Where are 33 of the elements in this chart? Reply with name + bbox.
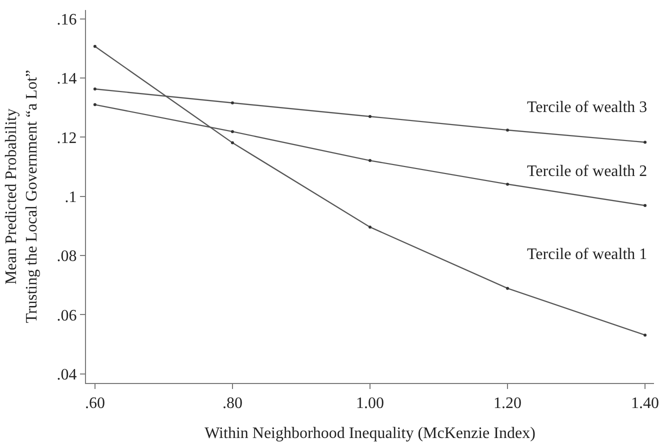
y-tick-label: .04 <box>56 366 77 384</box>
point <box>506 286 510 290</box>
y-tick-label: .12 <box>56 130 77 147</box>
x-tick-label: .80 <box>222 395 242 412</box>
point <box>93 103 96 106</box>
y-axis-title: Mean Predicted Probability Trusting the Local Government “a Lot” <box>2 70 41 324</box>
x-tick-label: .60 <box>84 395 105 412</box>
y-tick-label: .16 <box>56 11 77 28</box>
line-series <box>93 44 647 337</box>
point <box>368 226 372 229</box>
x-tick-label: 1.40 <box>631 395 660 412</box>
point <box>644 140 647 144</box>
y-tick-label: .08 <box>56 248 77 266</box>
point <box>93 87 96 90</box>
y-tick-label: .1 <box>64 188 77 206</box>
point <box>368 159 372 162</box>
x-tick-label: 1.00 <box>356 395 384 412</box>
point <box>644 334 647 337</box>
series-label: Tercile of wealth 3 <box>527 99 648 116</box>
point <box>230 130 234 134</box>
point <box>506 128 510 132</box>
y-tick-label: .06 <box>56 307 77 324</box>
point <box>230 101 234 104</box>
x-axis-title: Within Neighborhood Inequality (McKenzie Index) <box>204 424 536 442</box>
x-tick-label: 1.20 <box>494 395 522 412</box>
series-label: Tercile of wealth 2 <box>527 163 648 180</box>
point <box>368 114 372 118</box>
point <box>93 44 96 48</box>
point <box>230 141 234 144</box>
point <box>644 204 647 208</box>
series-label: Tercile of wealth 1 <box>527 246 648 263</box>
y-tick-label: .14 <box>56 70 77 88</box>
point <box>506 182 510 186</box>
